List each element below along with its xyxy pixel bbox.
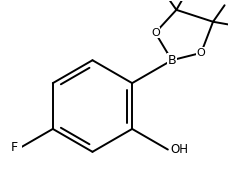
Text: OH: OH — [170, 143, 188, 156]
Text: O: O — [151, 28, 160, 38]
Text: B: B — [168, 54, 176, 67]
Text: O: O — [197, 48, 205, 58]
Text: F: F — [10, 141, 18, 154]
